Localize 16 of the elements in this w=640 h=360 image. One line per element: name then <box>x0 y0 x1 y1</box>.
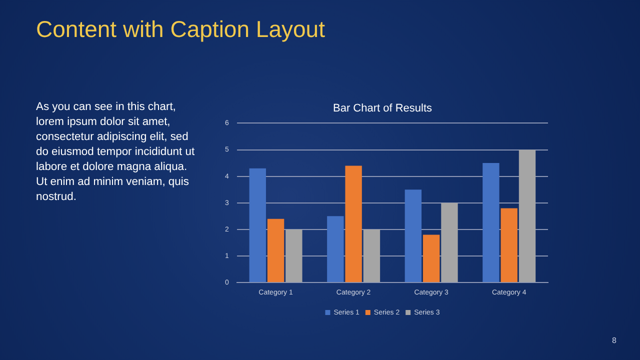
bar <box>422 234 440 282</box>
bar <box>518 150 536 282</box>
bar <box>404 190 422 282</box>
chart-subtitle: Bar Chart of Results <box>332 102 433 115</box>
bar <box>500 208 518 282</box>
bar <box>286 229 302 282</box>
bar <box>482 163 500 282</box>
bar <box>363 229 380 282</box>
bar <box>441 202 458 282</box>
bar <box>345 166 362 282</box>
bar <box>249 168 266 282</box>
text: As you can see in this chart, lorem ipsum dolor sit amet, consectetur adipiscing elit, sed do eiusmod tempor incididunt ut labore et dolore magna aliqua. Ut enim ad minim veniam, quis nostrud. <box>36 100 196 205</box>
bar <box>327 216 344 282</box>
bar <box>267 218 284 282</box>
text: 8 <box>612 336 616 345</box>
chart-title: Content with Caption Layout <box>36 16 325 43</box>
